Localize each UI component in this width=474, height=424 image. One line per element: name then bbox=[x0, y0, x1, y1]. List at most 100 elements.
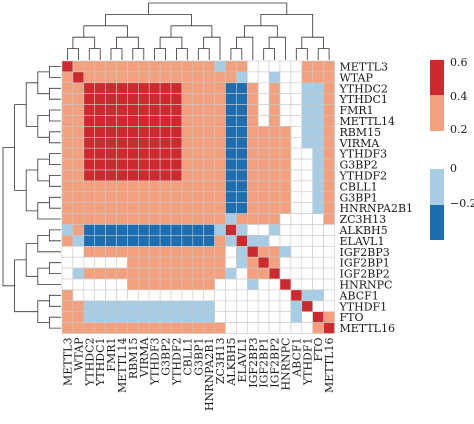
heatmap-cell bbox=[203, 147, 215, 160]
heatmap-cell bbox=[170, 115, 183, 127]
heatmap-cell bbox=[72, 235, 85, 247]
heatmap-cell bbox=[312, 126, 324, 138]
dendrogram-branch bbox=[2, 147, 15, 287]
column-label: FTO bbox=[312, 338, 325, 362]
heatmap-cell bbox=[159, 137, 172, 149]
heatmap-cell bbox=[148, 256, 161, 269]
heatmap-cell bbox=[170, 246, 183, 258]
heatmap-cell bbox=[170, 191, 183, 204]
heatmap-cell bbox=[61, 202, 74, 214]
heatmap-cell bbox=[127, 311, 139, 323]
heatmap-cell bbox=[236, 147, 248, 160]
heatmap-cell bbox=[203, 104, 215, 116]
heatmap-cell bbox=[94, 300, 106, 312]
heatmap-cell bbox=[268, 213, 281, 225]
heatmap-cell bbox=[61, 158, 74, 171]
dendrogram-branch bbox=[83, 25, 128, 38]
heatmap-cell bbox=[290, 191, 303, 204]
heatmap-cell bbox=[159, 202, 172, 214]
heatmap-cell bbox=[225, 126, 237, 138]
heatmap-cell bbox=[203, 235, 215, 247]
dendrogram-branch bbox=[37, 158, 50, 182]
heatmap-cell bbox=[268, 60, 281, 73]
heatmap-cell bbox=[312, 158, 324, 171]
heatmap-cell bbox=[181, 158, 194, 171]
heatmap-cell bbox=[279, 93, 292, 105]
heatmap-cell bbox=[268, 224, 281, 236]
heatmap-cell bbox=[268, 82, 281, 95]
heatmap-cell bbox=[236, 289, 248, 302]
heatmap-cell bbox=[236, 235, 248, 247]
heatmap-cell bbox=[105, 60, 117, 73]
heatmap-cell bbox=[61, 224, 74, 236]
heatmap-cell bbox=[257, 300, 270, 312]
heatmap-cell bbox=[290, 278, 303, 291]
heatmap-cell bbox=[301, 224, 313, 236]
colorbar-segment bbox=[430, 205, 444, 240]
heatmap-cell bbox=[247, 267, 259, 280]
heatmap-cell bbox=[170, 256, 183, 269]
row-label: HNRNPC bbox=[340, 278, 393, 291]
heatmap-cell bbox=[170, 137, 183, 149]
heatmap-cell bbox=[138, 246, 150, 258]
heatmap-cell bbox=[72, 137, 85, 149]
heatmap-cell bbox=[279, 60, 292, 73]
heatmap-cell bbox=[138, 289, 150, 302]
heatmap-cell bbox=[148, 93, 161, 105]
row-label: IGF2BP2 bbox=[340, 268, 390, 281]
heatmap-cell bbox=[323, 93, 335, 105]
heatmap-cell bbox=[138, 213, 150, 225]
heatmap-cell bbox=[170, 126, 183, 138]
heatmap-cell bbox=[138, 267, 150, 280]
heatmap-cell bbox=[312, 93, 324, 105]
heatmap-cell bbox=[159, 147, 172, 160]
heatmap-cell bbox=[203, 278, 215, 291]
heatmap-cell bbox=[116, 322, 128, 334]
heatmap-cell bbox=[279, 289, 292, 302]
heatmap-cell bbox=[268, 126, 281, 138]
heatmap-cell bbox=[214, 278, 226, 291]
heatmap-cell bbox=[312, 322, 324, 334]
heatmap-cell bbox=[61, 115, 74, 127]
heatmap-cell bbox=[323, 278, 335, 291]
heatmap-cell bbox=[192, 126, 205, 138]
heatmap-cell bbox=[236, 115, 248, 127]
column-label: ABCF1 bbox=[290, 338, 303, 378]
heatmap-cell bbox=[192, 213, 205, 225]
heatmap-cell bbox=[279, 126, 292, 138]
heatmap-cell bbox=[225, 147, 237, 160]
heatmap-cell bbox=[181, 71, 194, 84]
heatmap-cell bbox=[105, 322, 117, 334]
heatmap-cell bbox=[214, 224, 226, 236]
heatmap-cell bbox=[301, 115, 313, 127]
heatmap-cell bbox=[236, 60, 248, 73]
colorbar-tick-label: 0.6 bbox=[450, 56, 468, 69]
heatmap-cell bbox=[116, 246, 128, 258]
heatmap-cell bbox=[159, 256, 172, 269]
heatmap-cell bbox=[181, 126, 194, 138]
heatmap-cell bbox=[61, 104, 74, 116]
column-label: CBLL1 bbox=[181, 338, 194, 376]
heatmap-cell bbox=[127, 126, 139, 138]
column-label: ZC3H13 bbox=[214, 338, 227, 385]
heatmap-cell bbox=[236, 93, 248, 105]
heatmap-cell bbox=[138, 137, 150, 149]
heatmap-cell bbox=[138, 60, 150, 73]
heatmap-cell bbox=[105, 235, 117, 247]
heatmap-cell bbox=[225, 115, 237, 127]
heatmap-cell bbox=[290, 158, 303, 171]
heatmap-cell bbox=[290, 202, 303, 214]
heatmap-cell bbox=[312, 71, 324, 84]
heatmap-cell bbox=[181, 256, 194, 269]
heatmap-cell bbox=[170, 104, 183, 116]
heatmap-cell bbox=[127, 71, 139, 84]
heatmap-cell bbox=[83, 278, 96, 291]
colorbar-tick-label: 0 bbox=[450, 162, 457, 175]
heatmap-cell bbox=[203, 267, 215, 280]
heatmap-cell bbox=[72, 115, 85, 127]
heatmap-cell bbox=[279, 180, 292, 193]
heatmap-cell bbox=[279, 322, 292, 334]
column-label: FMR1 bbox=[105, 338, 118, 372]
heatmap-cell bbox=[290, 180, 303, 193]
